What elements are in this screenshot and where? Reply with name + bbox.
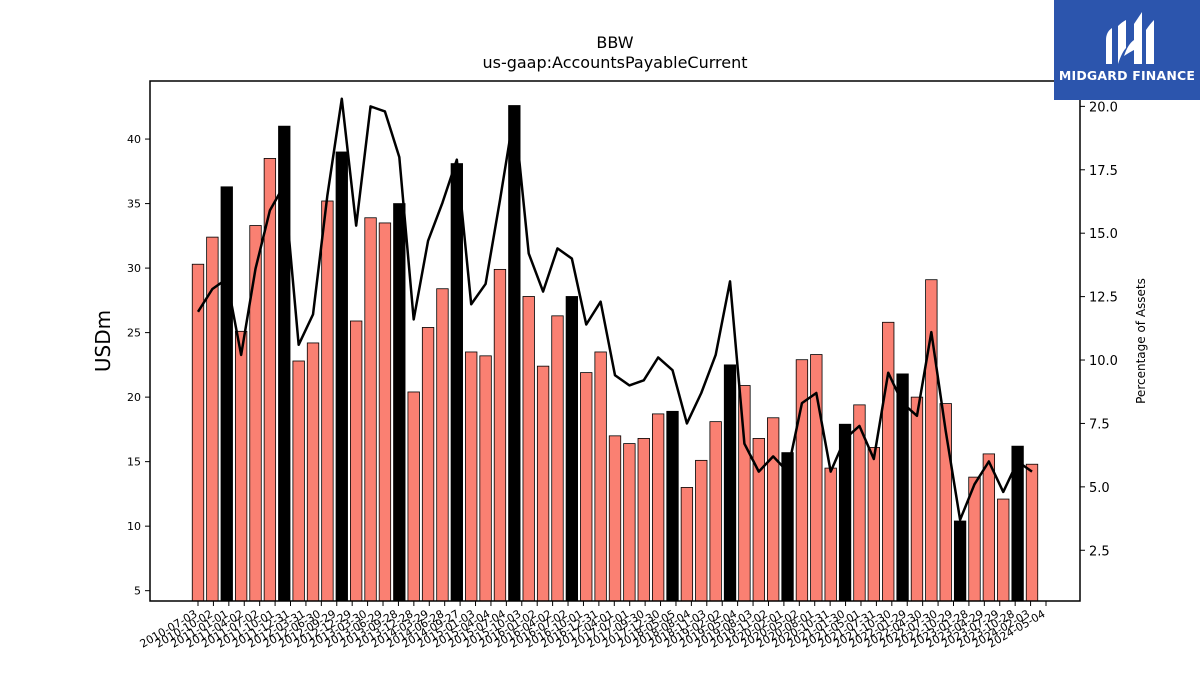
y2-tick-label: 17.5 [1089, 164, 1118, 179]
y-tick-label: 15 [127, 456, 141, 469]
bar-series [191, 105, 1039, 602]
bar [364, 217, 377, 602]
y-tick-label: 30 [127, 262, 141, 275]
bar [306, 342, 320, 602]
bar [982, 453, 996, 602]
bar-highlight [953, 520, 967, 602]
bar [407, 391, 420, 602]
bar [350, 320, 363, 602]
bar [493, 268, 507, 602]
bar [551, 315, 564, 602]
bar [925, 279, 938, 602]
y-tick-label: 40 [127, 133, 141, 146]
bar [580, 372, 593, 602]
bar-highlight [450, 163, 463, 602]
bar [522, 296, 535, 602]
bar [810, 354, 823, 602]
bar [709, 421, 722, 602]
bar [479, 355, 492, 602]
bar [795, 359, 809, 602]
bar [465, 351, 478, 602]
bar [1025, 463, 1039, 602]
bar [206, 236, 219, 602]
bar [436, 288, 449, 602]
bar-highlight [723, 364, 737, 602]
bar-highlight [781, 452, 794, 602]
percentage-line [196, 97, 1033, 522]
y-tick-label: 25 [127, 327, 141, 340]
y2-tick-label: 7.5 [1089, 417, 1110, 432]
y-tick-label: 35 [127, 198, 141, 211]
bar [997, 498, 1010, 602]
bar [738, 385, 751, 602]
bar-highlight [508, 105, 521, 602]
bar-highlight [565, 296, 579, 602]
y2-tick-label: 12.5 [1089, 291, 1118, 306]
bar-highlight [220, 186, 233, 602]
bar [608, 435, 622, 602]
bar [867, 447, 880, 602]
midgard-finance-logo-icon [1106, 12, 1154, 64]
y-axis-left: 5 10 15 20 25 30 35 40 [127, 133, 150, 598]
y2-tick-label: 20.0 [1089, 100, 1118, 115]
y-tick-label: 20 [127, 391, 141, 404]
bar [623, 443, 636, 602]
y2-tick-label: 2.5 [1089, 544, 1110, 559]
bar [378, 222, 392, 602]
midgard-finance-logo: MIDGARD FINANCE [1054, 0, 1200, 100]
chart-subtitle: us-gaap:AccountsPayableCurrent [482, 53, 747, 72]
bar [882, 321, 895, 602]
bar-highlight [393, 203, 406, 602]
bar [651, 413, 665, 602]
bar [234, 330, 248, 602]
y2-tick-label: 5.0 [1089, 481, 1110, 496]
bar [680, 487, 694, 602]
bar [191, 263, 205, 602]
bar [536, 365, 550, 602]
y-axis-right: 2.5 5.0 7.5 10.0 12.5 15.0 17.5 20.0 [1080, 100, 1118, 559]
bar-highlight [335, 151, 348, 602]
bar [767, 417, 780, 602]
bar [249, 225, 262, 602]
y2-tick-label: 10.0 [1089, 354, 1118, 369]
bar [292, 360, 305, 602]
y-tick-label: 5 [134, 585, 141, 598]
bar [824, 467, 837, 602]
bar [421, 327, 435, 602]
y-axis-label: USDm [91, 310, 115, 372]
bar [594, 351, 607, 602]
y2-axis-label: Percentage of Assets [1134, 278, 1148, 404]
x-axis: 2010-07-032010-10-022011-01-012011-04-02… [138, 601, 1048, 651]
bar [910, 396, 924, 602]
y2-tick-label: 15.0 [1089, 227, 1118, 242]
y-tick-label: 10 [127, 520, 141, 533]
bar-highlight [666, 410, 679, 602]
plot-frame [149, 80, 1081, 602]
bar [637, 438, 650, 602]
bar [321, 200, 334, 602]
logo-text: MIDGARD FINANCE [1058, 68, 1196, 83]
bar [695, 459, 708, 602]
chart-title: BBW [596, 33, 633, 52]
